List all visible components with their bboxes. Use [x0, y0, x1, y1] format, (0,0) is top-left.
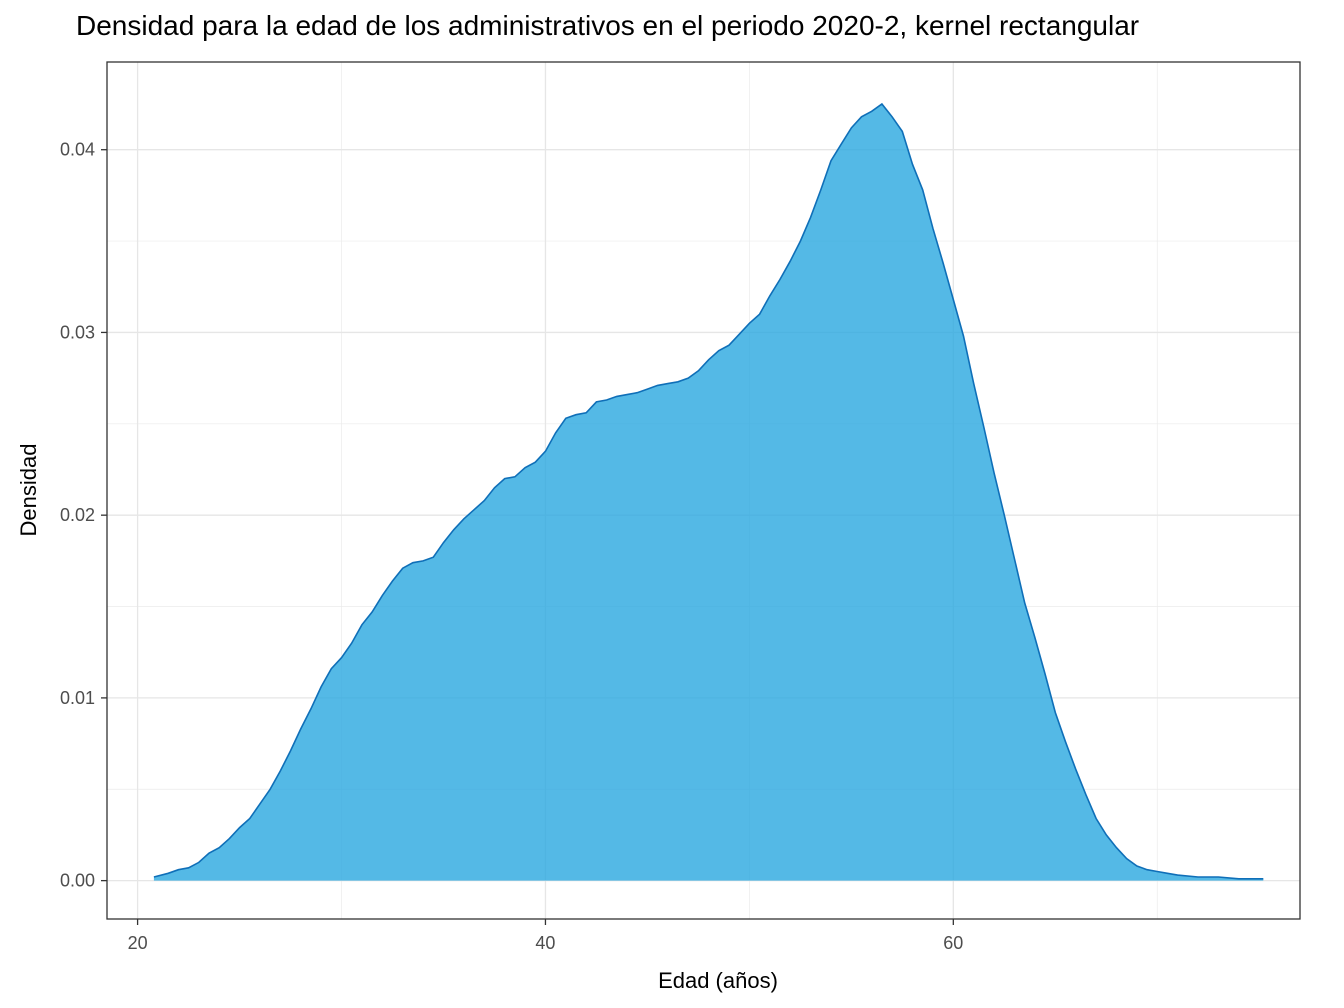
- axis-ticks: 20 40 60 0.00 0.01 0.02 0.03 0.04: [60, 140, 963, 953]
- x-tick-label: 40: [535, 933, 555, 953]
- y-tick-label: 0.00: [60, 871, 95, 891]
- y-tick-label: 0.01: [60, 688, 95, 708]
- y-tick-label: 0.03: [60, 322, 95, 342]
- plot-panel-border: [106, 61, 1301, 920]
- density-line: [153, 102, 1264, 880]
- y-tick-label: 0.04: [60, 140, 95, 160]
- x-tick-label: 60: [943, 933, 963, 953]
- minor-gridlines: [107, 62, 1300, 919]
- density-area: [153, 104, 1264, 881]
- x-tick-label: 20: [128, 933, 148, 953]
- y-tick-label: 0.02: [60, 505, 95, 525]
- x-axis-title: Edad (años): [658, 968, 778, 993]
- y-axis-title: Densidad: [16, 444, 41, 537]
- chart-title: Densidad para la edad de los administrat…: [76, 10, 1140, 41]
